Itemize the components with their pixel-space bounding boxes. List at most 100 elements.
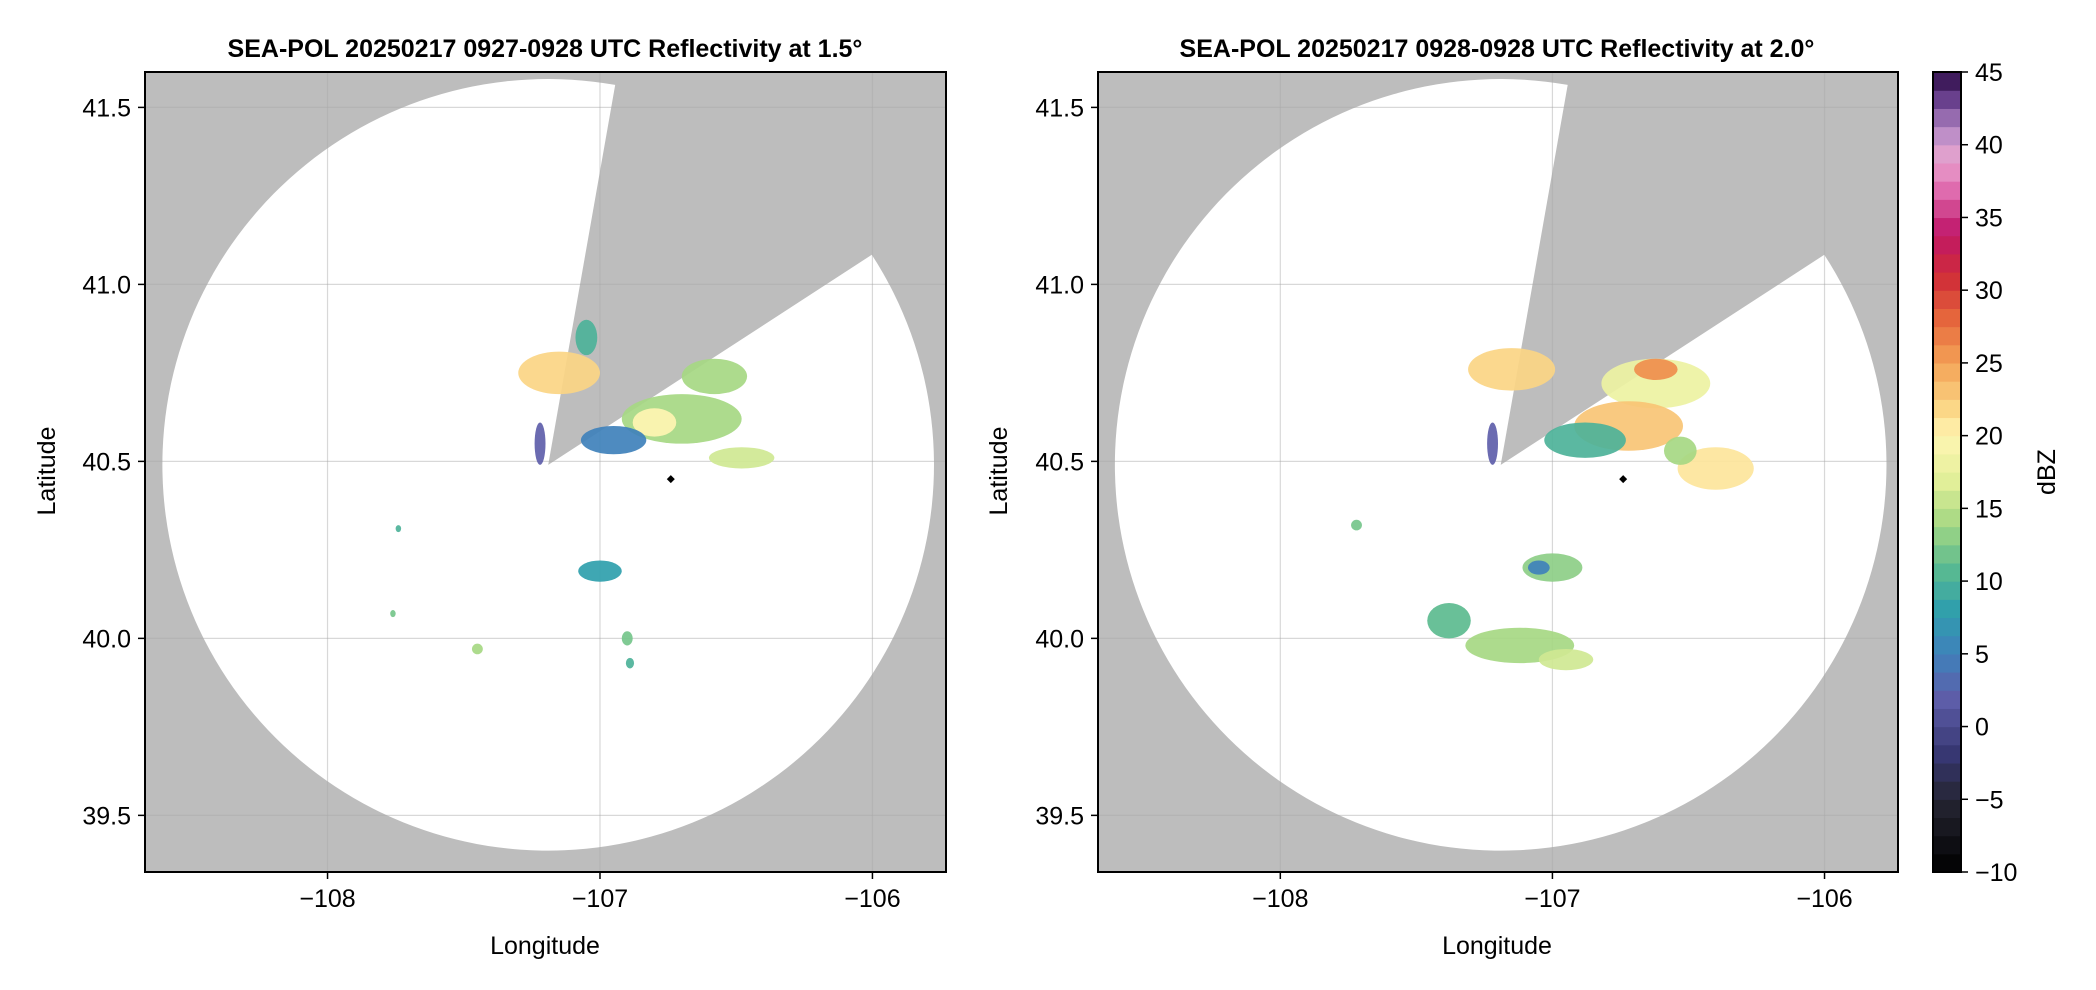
grid-lines (1098, 72, 1898, 872)
colorbar-band (1933, 762, 1961, 782)
reflectivity-echo (518, 351, 600, 395)
colorbar-band (1933, 453, 1961, 473)
reflectivity-echo (580, 425, 647, 455)
x-axis-label: Longitude (1442, 932, 1552, 960)
reflectivity-echo (1487, 422, 1499, 465)
colorbar-frame (1932, 71, 1962, 873)
colorbar-band (1933, 344, 1961, 364)
reflectivity-echo (621, 631, 633, 646)
colorbar-band (1933, 417, 1961, 437)
reflectivity-echo (1427, 602, 1471, 639)
y-tick-label: 41.5 (82, 94, 131, 122)
reflectivity-echo (1544, 422, 1626, 458)
y-axis-label: Latitude (33, 427, 61, 516)
y-tick-label: 40.5 (82, 448, 131, 476)
colorbar-band (1933, 472, 1961, 491)
colorbar-band (1933, 726, 1961, 746)
colorbar-tick-label: 15 (1975, 495, 2003, 523)
colorbar-band (1933, 126, 1961, 146)
colorbar-band (1933, 90, 1961, 109)
y-tick-label: 40.0 (1035, 625, 1084, 653)
colorbar-band (1933, 399, 1961, 419)
reflectivity-echo (1351, 519, 1362, 531)
colorbar-ticks: −10 −5 0 5 10 15 20 25 30 35 40 45 (1961, 59, 2017, 887)
colorbar-tick-label: 25 (1975, 350, 2003, 378)
reflectivity-echo (395, 525, 402, 533)
x-tick-label: −108 (1252, 885, 1308, 913)
reflectivity-echo (575, 319, 598, 356)
colorbar-band (1933, 508, 1961, 528)
colorbar-band (1933, 108, 1961, 128)
colorbar-tick-label: −10 (1975, 859, 2017, 887)
colorbar-tick-label: 40 (1975, 132, 2003, 160)
axis-ticks: −108 −107 −106 39.5 40.0 40.5 41.0 41.5 (82, 94, 900, 913)
reflectivity-echo (534, 422, 546, 465)
radar-coverage (162, 79, 934, 851)
reflectivity-echo (625, 657, 635, 669)
x-axis-label: Longitude (490, 932, 600, 960)
colorbar-band (1933, 72, 1961, 91)
y-tick-label: 41.5 (1035, 94, 1084, 122)
y-axis-label: Latitude (985, 427, 1013, 516)
colorbar-band (1933, 635, 1961, 655)
colorbar-band (1933, 435, 1961, 455)
panel-right: SEA-POL 20250217 0928-0928 UTC Reflectiv… (985, 35, 1899, 960)
chart-title: SEA-POL 20250217 0927-0928 UTC Reflectiv… (228, 35, 863, 63)
colorbar: −10 −5 0 5 10 15 20 25 30 35 40 45 dBZ (1932, 59, 2061, 887)
site-marker (1619, 475, 1628, 484)
reflectivity-echo (1634, 358, 1678, 380)
reflectivity-echo (1538, 648, 1594, 671)
plot-frame (144, 71, 947, 873)
colorbar-band (1933, 181, 1961, 200)
x-tick-label: −106 (1796, 885, 1852, 913)
y-tick-label: 40.5 (1035, 448, 1084, 476)
colorbar-tick-label: 45 (1975, 59, 2003, 87)
colorbar-band (1933, 253, 1961, 273)
colorbar-tick-label: 0 (1975, 714, 1989, 742)
colorbar-band (1933, 272, 1961, 291)
colorbar-tick-label: 30 (1975, 277, 2003, 305)
site-marker (666, 475, 675, 484)
reflectivity-echo (1677, 447, 1754, 490)
colorbar-band (1933, 362, 1961, 382)
reflectivity-echo (708, 447, 775, 469)
reflectivity-echo (1527, 560, 1550, 575)
colorbar-band (1933, 817, 1961, 837)
colorbar-band (1933, 381, 1961, 400)
colorbar-band (1933, 617, 1961, 637)
colorbar-band (1933, 235, 1961, 255)
colorbar-band (1933, 690, 1961, 709)
colorbar-bands (1933, 72, 1961, 873)
reflectivity-echo (632, 408, 677, 437)
colorbar-band (1933, 653, 1961, 673)
colorbar-band (1933, 744, 1961, 764)
colorbar-tick-label: 20 (1975, 423, 2003, 451)
reflectivity-echo (471, 643, 483, 655)
colorbar-tick-label: 5 (1975, 641, 1989, 669)
radar-coverage (1114, 79, 1887, 851)
colorbar-band (1933, 217, 1961, 237)
y-tick-label: 39.5 (1035, 802, 1084, 830)
plot-area (1098, 72, 1898, 872)
colorbar-band (1933, 162, 1961, 182)
colorbar-band (1933, 490, 1961, 509)
colorbar-band (1933, 599, 1961, 619)
colorbar-band (1933, 781, 1961, 800)
colorbar-band (1933, 199, 1961, 219)
colorbar-band (1933, 326, 1961, 346)
colorbar-tick-label: −5 (1975, 786, 2004, 814)
reflectivity-echo (1663, 436, 1697, 465)
x-tick-label: −107 (572, 885, 628, 913)
reflectivity-echo (681, 358, 748, 395)
colorbar-band (1933, 853, 1961, 873)
y-tick-label: 40.0 (82, 625, 131, 653)
axis-ticks: −108 −107 −106 39.5 40.0 40.5 41.0 41.5 (1035, 94, 1852, 913)
colorbar-band (1933, 799, 1961, 819)
grid-lines (145, 72, 946, 872)
echo-layer (390, 319, 775, 669)
colorbar-tick-label: 35 (1975, 204, 2003, 232)
colorbar-band (1933, 581, 1961, 600)
reflectivity-echo (390, 610, 396, 618)
y-tick-label: 41.0 (1035, 271, 1084, 299)
